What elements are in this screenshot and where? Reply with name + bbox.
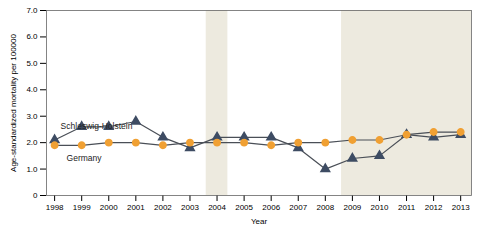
svg-text:2011: 2011 xyxy=(398,203,416,212)
svg-text:Age-standardized mortality per: Age-standardized mortality per 100000 xyxy=(9,34,18,172)
svg-text:1998: 1998 xyxy=(46,203,64,212)
svg-text:Germany: Germany xyxy=(67,153,103,163)
svg-text:2003: 2003 xyxy=(181,203,199,212)
svg-text:4.0: 4.0 xyxy=(26,85,38,94)
svg-text:2000: 2000 xyxy=(100,203,118,212)
svg-text:2013: 2013 xyxy=(452,203,470,212)
svg-text:2002: 2002 xyxy=(154,203,172,212)
svg-text:3.0: 3.0 xyxy=(26,112,38,121)
svg-text:7.0: 7.0 xyxy=(26,6,38,15)
svg-text:Year: Year xyxy=(251,217,268,226)
svg-text:2005: 2005 xyxy=(235,203,253,212)
svg-text:2010: 2010 xyxy=(371,203,389,212)
svg-text:6.0: 6.0 xyxy=(26,32,38,41)
svg-text:2004: 2004 xyxy=(208,203,226,212)
svg-text:0: 0 xyxy=(33,191,38,200)
svg-text:2006: 2006 xyxy=(262,203,280,212)
svg-text:2007: 2007 xyxy=(289,203,307,212)
svg-text:2012: 2012 xyxy=(425,203,443,212)
svg-text:Schleswig-Holstein: Schleswig-Holstein xyxy=(61,121,133,131)
svg-text:5.0: 5.0 xyxy=(26,59,38,68)
svg-text:2001: 2001 xyxy=(127,203,145,212)
svg-text:1.0: 1.0 xyxy=(26,165,38,174)
svg-text:2008: 2008 xyxy=(316,203,334,212)
svg-text:2009: 2009 xyxy=(343,203,361,212)
svg-text:2.0: 2.0 xyxy=(26,138,38,147)
svg-text:1999: 1999 xyxy=(73,203,91,212)
